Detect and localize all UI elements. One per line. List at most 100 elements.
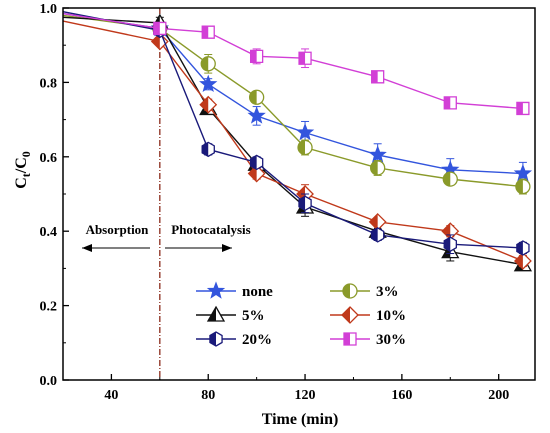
y-tick-label: 0.8 bbox=[40, 76, 58, 91]
legend-marker bbox=[209, 331, 223, 347]
marker-fill bbox=[250, 155, 257, 170]
legend-label: none bbox=[242, 284, 273, 300]
data-point bbox=[297, 139, 313, 156]
legend-item-none: none bbox=[196, 281, 273, 300]
legend-item-10pct: 10% bbox=[330, 306, 406, 324]
marker-star bbox=[206, 281, 226, 299]
marker-fill bbox=[208, 307, 216, 321]
y-axis-title-sub2: 0 bbox=[19, 151, 33, 157]
marker-star bbox=[247, 106, 266, 124]
marker-fill bbox=[298, 196, 306, 211]
legend-item-3pct: 3% bbox=[330, 283, 399, 300]
x-tick-label: 80 bbox=[201, 388, 215, 403]
legend-marker bbox=[343, 332, 357, 346]
data-point bbox=[516, 101, 530, 116]
data-point bbox=[247, 164, 266, 183]
marker-fill bbox=[344, 333, 350, 345]
marker-fill bbox=[248, 165, 257, 182]
data-point bbox=[153, 21, 167, 36]
marker-fill bbox=[371, 70, 378, 83]
axes-layer: 40 80 120 160 200 0.0 0.2 0.4 0.6 0.8 1.0 bbox=[40, 2, 536, 403]
data-point bbox=[249, 154, 264, 171]
data-point bbox=[200, 56, 216, 72]
data-point bbox=[516, 240, 530, 256]
annotations-layer: Absorption Photocatalysis bbox=[82, 8, 251, 380]
legend-marker bbox=[342, 283, 358, 299]
data-point bbox=[247, 106, 266, 124]
data-point bbox=[371, 70, 385, 84]
legend: none 3% 5% 10% 20% 30% bbox=[196, 281, 406, 348]
x-tick-label: 40 bbox=[104, 388, 118, 403]
marker-fill bbox=[298, 140, 306, 155]
marker-fill bbox=[153, 22, 160, 35]
data-point bbox=[201, 25, 215, 39]
arrow-absorption-head bbox=[82, 244, 92, 252]
y-tick-label: 0.6 bbox=[40, 151, 58, 166]
annotation-photocatalysis: Photocatalysis bbox=[171, 222, 250, 237]
x-axis-title: Time (min) bbox=[262, 411, 339, 428]
series-line bbox=[62, 16, 524, 266]
legend-label: 20% bbox=[242, 332, 272, 348]
annotation-absorption: Absorption bbox=[86, 222, 150, 237]
legend-item-5pct: 5% bbox=[196, 305, 265, 324]
data-point bbox=[248, 89, 265, 105]
marker-fill bbox=[444, 96, 451, 109]
legend-item-30pct: 30% bbox=[330, 332, 406, 348]
legend-marker bbox=[206, 305, 226, 322]
series-layer bbox=[62, 11, 533, 272]
marker-fill bbox=[516, 102, 523, 115]
marker-fill bbox=[371, 227, 378, 242]
y-tick-label: 0.4 bbox=[40, 225, 58, 240]
data-point bbox=[515, 178, 531, 195]
data-point bbox=[201, 141, 215, 158]
marker-fill bbox=[516, 240, 523, 255]
marker-fill bbox=[443, 172, 451, 187]
legend-label: 5% bbox=[242, 308, 265, 324]
data-point bbox=[443, 236, 457, 252]
series-line bbox=[62, 12, 523, 175]
arrow-photocatalysis-head bbox=[222, 244, 232, 252]
legend-item-20pct: 20% bbox=[196, 331, 272, 348]
marker-fill bbox=[515, 179, 523, 194]
marker-fill bbox=[370, 160, 378, 175]
marker-fill bbox=[343, 284, 350, 298]
x-tick-label: 160 bbox=[391, 388, 412, 403]
data-point bbox=[199, 95, 218, 114]
legend-label: 3% bbox=[376, 284, 399, 300]
marker-fill bbox=[249, 90, 257, 105]
data-point bbox=[249, 49, 264, 64]
data-point bbox=[295, 122, 315, 141]
data-point bbox=[368, 145, 387, 163]
y-tick-label: 0.2 bbox=[40, 300, 58, 315]
series-line bbox=[62, 11, 523, 249]
y-tick-label: 1.0 bbox=[40, 2, 58, 17]
marker-fill bbox=[369, 213, 378, 230]
series-none bbox=[62, 12, 533, 186]
data-point bbox=[298, 51, 312, 65]
x-tick-label: 200 bbox=[488, 388, 509, 403]
series-line bbox=[62, 12, 523, 110]
data-point bbox=[443, 96, 457, 110]
marker-fill bbox=[200, 96, 209, 113]
marker-fill bbox=[209, 332, 216, 346]
legend-label: 30% bbox=[376, 332, 406, 348]
series-30pct bbox=[62, 12, 530, 116]
y-tick-label: 0.0 bbox=[40, 374, 58, 389]
y-axis-title-sub1: t bbox=[19, 173, 33, 177]
marker-star bbox=[199, 74, 218, 93]
legend-label: 10% bbox=[376, 308, 406, 324]
marker-fill bbox=[250, 50, 257, 63]
marker-fill bbox=[202, 142, 209, 157]
series-20pct bbox=[62, 11, 530, 256]
data-point bbox=[150, 32, 169, 51]
data-point bbox=[513, 163, 533, 182]
data-point bbox=[370, 227, 385, 243]
marker-fill bbox=[514, 252, 523, 269]
y-axis-title: Ct/C0 bbox=[13, 151, 33, 189]
data-point bbox=[513, 252, 532, 270]
series-line bbox=[62, 20, 524, 262]
series-3pct bbox=[62, 14, 531, 195]
data-point bbox=[298, 195, 312, 212]
marker-star bbox=[368, 145, 387, 163]
